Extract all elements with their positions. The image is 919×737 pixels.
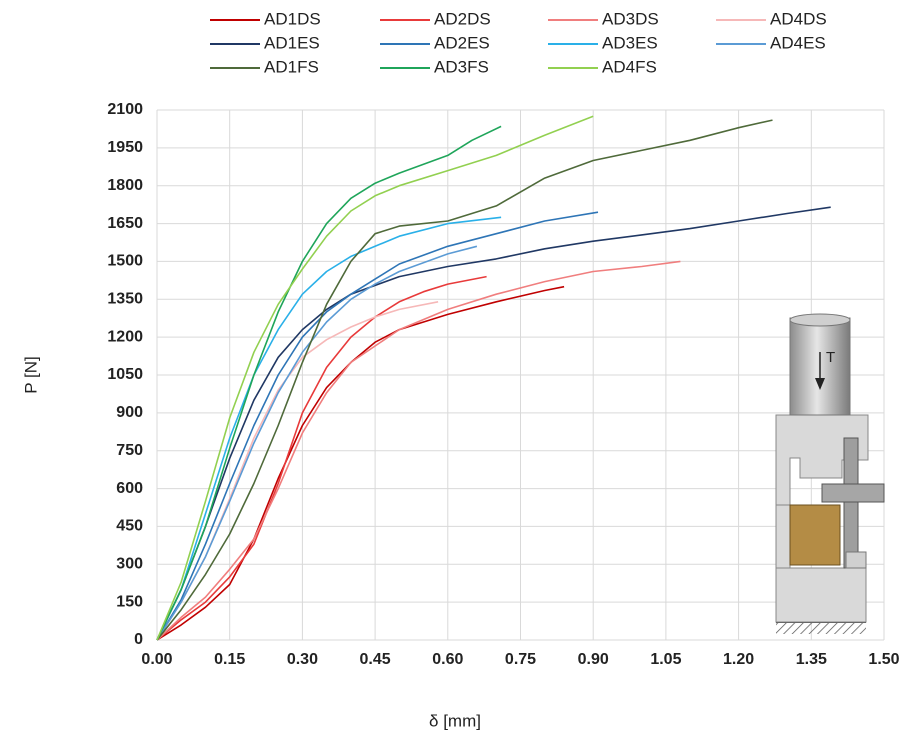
x-tick-label: 1.20	[723, 651, 754, 668]
specimen-block	[789, 504, 841, 566]
legend-label: AD1DS	[264, 9, 321, 28]
series-line	[156, 285, 565, 641]
legend-label: AD1FS	[264, 57, 319, 76]
lower-jaw	[775, 567, 867, 623]
force-arrowhead	[815, 378, 825, 390]
y-tick-label: 450	[116, 518, 143, 535]
y-axis-label: P [N]	[21, 356, 40, 393]
y-tick-label: 1650	[107, 215, 143, 232]
y-tick-label: 300	[116, 556, 143, 573]
frame-side	[775, 504, 791, 569]
series-line	[156, 301, 439, 641]
x-tick-label: 1.35	[796, 651, 827, 668]
legend: AD1DS AD2DS AD3DS AD4DS AD1ES AD2ES AD3ES AD4ES…	[210, 9, 827, 76]
legend-label: AD2ES	[434, 33, 490, 52]
nut	[845, 551, 867, 569]
legend-label: AD4ES	[770, 33, 826, 52]
series-line	[156, 125, 502, 641]
series-line	[156, 211, 599, 641]
x-tick-label: 0.60	[432, 651, 463, 668]
inset-diagram: T	[775, 313, 885, 634]
y-tick-label: 900	[116, 404, 143, 421]
series-line	[156, 245, 478, 641]
y-tick-label: 0	[134, 631, 143, 648]
legend-label: AD3ES	[602, 33, 658, 52]
series-line	[156, 275, 487, 641]
series-line	[156, 206, 831, 641]
y-tick-label: 150	[116, 593, 143, 610]
x-tick-label: 1.05	[650, 651, 681, 668]
series-line	[156, 216, 502, 641]
ground-hatch	[776, 622, 866, 634]
y-tick-label: 600	[116, 480, 143, 497]
x-tick-label: 0.45	[360, 651, 391, 668]
y-tick-label: 2100	[107, 101, 143, 118]
series-line	[156, 119, 773, 641]
legend-label: AD4DS	[770, 9, 827, 28]
x-tick-label: 0.75	[505, 651, 536, 668]
series-line	[156, 115, 594, 641]
x-axis-label: δ [mm]	[429, 711, 481, 730]
x-tick-label: 0.90	[578, 651, 609, 668]
series-line	[156, 260, 681, 641]
legend-label: AD2DS	[434, 9, 491, 28]
bolt	[843, 437, 859, 569]
rod-top	[789, 313, 851, 327]
legend-label: AD4FS	[602, 57, 657, 76]
x-tick-label: 0.30	[287, 651, 318, 668]
y-tick-label: 1050	[107, 366, 143, 383]
x-tick-label: 0.15	[214, 651, 245, 668]
y-tick-label: 1500	[107, 253, 143, 270]
y-tick-label: 750	[116, 442, 143, 459]
y-tick-label: 1800	[107, 177, 143, 194]
x-tick-label: 0.00	[141, 651, 172, 668]
y-tick-label: 1350	[107, 291, 143, 308]
force-label: T	[826, 349, 835, 366]
legend-label: AD3DS	[602, 9, 659, 28]
legend-label: AD3FS	[434, 57, 489, 76]
legend-label: AD1ES	[264, 33, 320, 52]
y-tick-label: 1200	[107, 328, 143, 345]
x-tick-label: 1.50	[868, 651, 899, 668]
lines	[156, 115, 831, 641]
y-tick-label: 1950	[107, 139, 143, 156]
bolt-head	[821, 483, 885, 503]
